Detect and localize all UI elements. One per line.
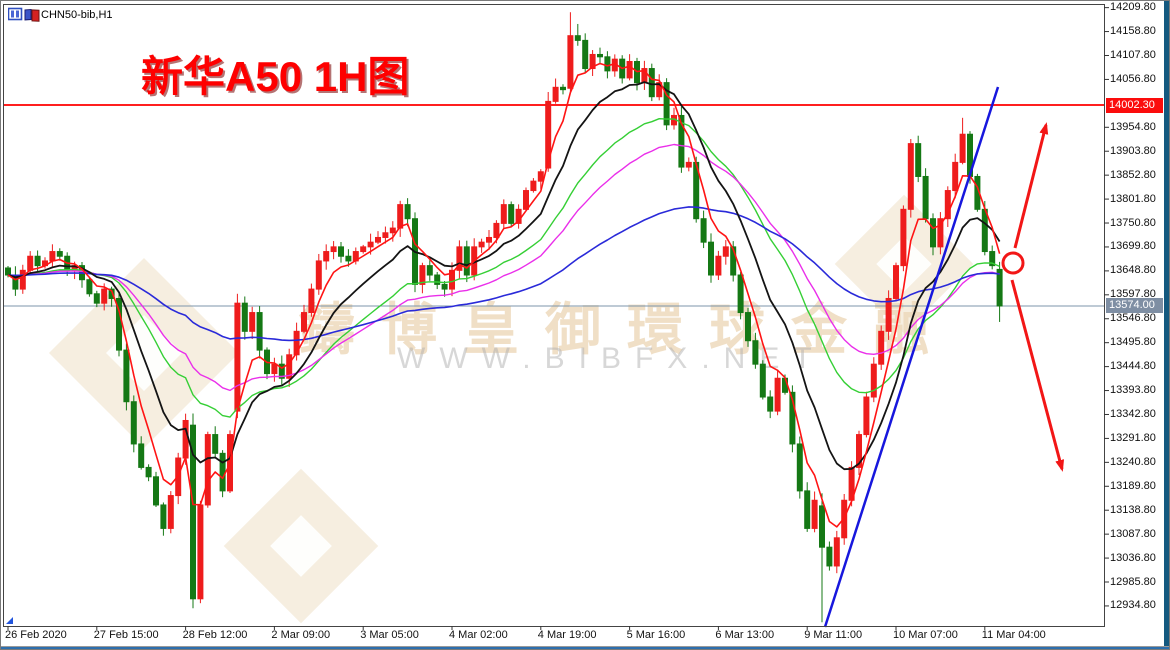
time-tick-label: 3 Mar 05:00	[360, 629, 419, 641]
price-tick-label: 13903.80	[1110, 144, 1156, 157]
price-tick-label: 13087.80	[1110, 527, 1156, 540]
price-tick-label: 13852.80	[1110, 168, 1156, 181]
ma-line-ema-blue	[7, 206, 1000, 342]
moving-averages-layer	[7, 62, 1001, 528]
price-tick-label: 13801.80	[1110, 192, 1156, 205]
time-tick-label: 2 Mar 09:00	[271, 629, 331, 641]
right-edge-strip	[1164, 1, 1169, 649]
price-tick-label: 13393.80	[1110, 384, 1156, 397]
price-tick-label: 13240.80	[1110, 455, 1156, 468]
current-price-box: 13574.00	[1106, 298, 1163, 314]
time-tick-label: 10 Mar 07:00	[893, 629, 958, 641]
trendline[interactable]	[823, 86, 1000, 628]
price-tick-label: 14158.80	[1110, 25, 1156, 38]
price-tick-label: 12985.80	[1110, 575, 1156, 588]
time-tick-label: 6 Mar 13:00	[715, 629, 775, 641]
bottom-edge-strip	[1, 646, 1169, 649]
ma-line-ema-magenta	[7, 143, 1000, 392]
time-tick-label: 28 Feb 12:00	[182, 629, 248, 641]
time-tick-label: 11 Mar 04:00	[981, 629, 1046, 641]
bar-chart-icon	[24, 8, 40, 22]
plot-border	[3, 4, 1105, 627]
price-tick-label: 13546.80	[1110, 312, 1156, 325]
price-tick-label: 13954.80	[1110, 120, 1156, 133]
price-tick-label: 13342.80	[1110, 407, 1156, 420]
price-tick-label: 13699.80	[1110, 240, 1156, 253]
price-tick-label: 13189.80	[1110, 479, 1156, 492]
time-tick-label: 4 Mar 02:00	[449, 629, 508, 641]
price-tick-label: 13036.80	[1110, 551, 1156, 564]
price-tick-label: 13648.80	[1110, 264, 1156, 277]
ma-line-ema-red	[7, 62, 1001, 528]
time-tick-label: 9 Mar 11:00	[804, 629, 863, 641]
chart-title: 新华A50 1H图	[141, 53, 410, 100]
price-axis[interactable]: 14209.80 14158.80 14107.80 14056.80 13954.80…	[1105, 1, 1164, 649]
forecast-arrow-up[interactable]	[1013, 122, 1049, 249]
resistance-price-box: 14002.30	[1106, 97, 1163, 113]
price-tick-label: 13495.80	[1110, 336, 1156, 349]
symbol-timeframe-label: CHN50-bib,H1	[41, 9, 113, 21]
price-tick-label: 13444.80	[1110, 360, 1156, 373]
time-axis[interactable]: 26 Feb 2020 27 Feb 15:00 28 Feb 12:00 2 Mar…	[1, 627, 1164, 645]
time-tick-label: 4 Mar 19:00	[537, 629, 597, 641]
scroll-marker	[6, 617, 13, 624]
price-tick-label: 12934.80	[1110, 599, 1156, 612]
forecast-circle[interactable]	[1001, 251, 1025, 275]
ma-line-ema-black	[7, 81, 1001, 471]
price-tick-label: 14209.80	[1110, 1, 1156, 14]
price-tick-label: 13138.80	[1110, 503, 1156, 516]
price-tick-label: 14107.80	[1110, 48, 1156, 61]
ohlc-table-icon	[8, 7, 23, 21]
price-tick-label: 14056.80	[1110, 72, 1156, 85]
time-tick-label: 5 Mar 16:00	[626, 629, 686, 641]
price-tick-label: 13597.80	[1110, 288, 1156, 301]
price-tick-label: 13291.80	[1110, 431, 1156, 444]
time-tick-label: 27 Feb 15:00	[93, 629, 159, 641]
ma-line-ema-green	[7, 117, 1000, 418]
time-tick-label: 26 Feb 2020	[5, 629, 67, 641]
forecast-arrow-down[interactable]	[1010, 279, 1065, 472]
price-tick-label: 13750.80	[1110, 216, 1156, 229]
